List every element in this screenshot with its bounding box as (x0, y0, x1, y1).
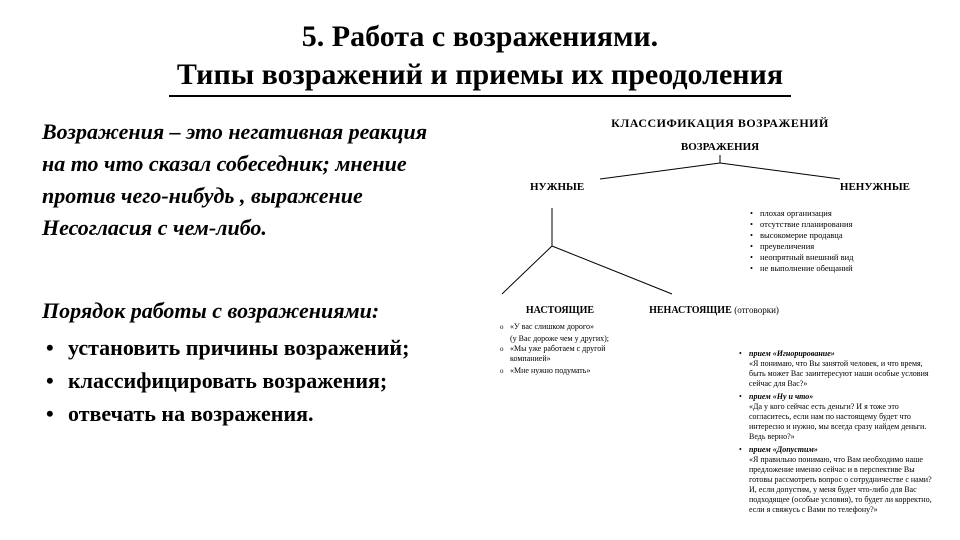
order-item: классифицировать возражения; (42, 364, 482, 397)
node-fake: НЕНАСТОЯЩИЕ (отговорки) (644, 305, 784, 316)
order-block: Порядок работы с возражениями: установит… (42, 294, 482, 430)
technique: прием «Допустим» (737, 445, 932, 455)
real-example: «Мы уже работаем с другой компанией» (500, 344, 620, 364)
unneeded-item: высокомерие продавца (750, 230, 930, 241)
unneeded-item: не выполнение обещаний (750, 263, 930, 274)
technique-quote: «Я правильно понимаю, что Вам необходимо… (737, 455, 932, 515)
title-line-2: Типы возражений и приемы их преодоления (169, 56, 791, 98)
definition-rest1: – это негативная реакция (164, 119, 427, 144)
definition-line2: на то что сказал собеседник; мнение (42, 148, 482, 180)
technique: прием «Ну и что» (737, 392, 932, 402)
node-needed: НУЖНЫЕ (530, 181, 584, 193)
content-area: Возражения – это негативная реакция на т… (42, 116, 940, 530)
left-column: Возражения – это негативная реакция на т… (42, 116, 482, 530)
node-real: НАСТОЯЩИЕ (500, 305, 620, 316)
fake-techniques: прием «Игнорирование» «Я понимаю, что Вы… (737, 346, 932, 515)
unneeded-item: преувеличения (750, 241, 930, 252)
definition-line4: Несогласия с чем-либо. (42, 212, 482, 244)
order-item: отвечать на возражения. (42, 397, 482, 430)
real-example-paren: (у Вас дороже чем у других); (500, 334, 620, 344)
real-example: «Мне нужно подумать» (500, 366, 620, 376)
real-example: «У вас слишком дорого» (500, 322, 620, 332)
node-unneeded: НЕНУЖНЫЕ (840, 181, 910, 193)
real-examples: «У вас слишком дорого» (у Вас дороже чем… (500, 322, 620, 376)
unneeded-item: неопрятный внешний вид (750, 252, 930, 263)
order-item: установить причины возражений; (42, 331, 482, 364)
technique: прием «Игнорирование» (737, 349, 932, 359)
definition-line3: против чего-нибудь , выражение (42, 180, 482, 212)
diagram-root: ВОЗРАЖЕНИЯ (500, 141, 940, 153)
unneeded-item: плохая организация (750, 208, 930, 219)
diagram-column: КЛАССИФИКАЦИЯ ВОЗРАЖЕНИЙ ВОЗРАЖЕНИЯ НУЖН… (482, 116, 940, 530)
diagram-title: КЛАССИФИКАЦИЯ ВОЗРАЖЕНИЙ (500, 116, 940, 131)
slide-title: 5. Работа с возражениями. Типы возражени… (0, 0, 960, 97)
unneeded-list: плохая организация отсутствие планирован… (750, 208, 930, 274)
level1-row: НУЖНЫЕ НЕНУЖНЫЕ (500, 181, 940, 193)
tree-connector-1 (530, 153, 910, 181)
technique-quote: «Да у кого сейчас есть деньги? И я тоже … (737, 402, 932, 442)
order-list: установить причины возражений; классифиц… (42, 331, 482, 430)
tree-connector-2 (482, 206, 762, 298)
definition-lead: Возражения (42, 119, 164, 144)
unneeded-item: отсутствие планирования (750, 219, 930, 230)
technique-quote: «Я понимаю, что Вы занятой человек, и чт… (737, 359, 932, 389)
title-line-1: 5. Работа с возражениями. (0, 18, 960, 56)
definition-block: Возражения – это негативная реакция на т… (42, 116, 482, 244)
order-title: Порядок работы с возражениями: (42, 294, 482, 327)
